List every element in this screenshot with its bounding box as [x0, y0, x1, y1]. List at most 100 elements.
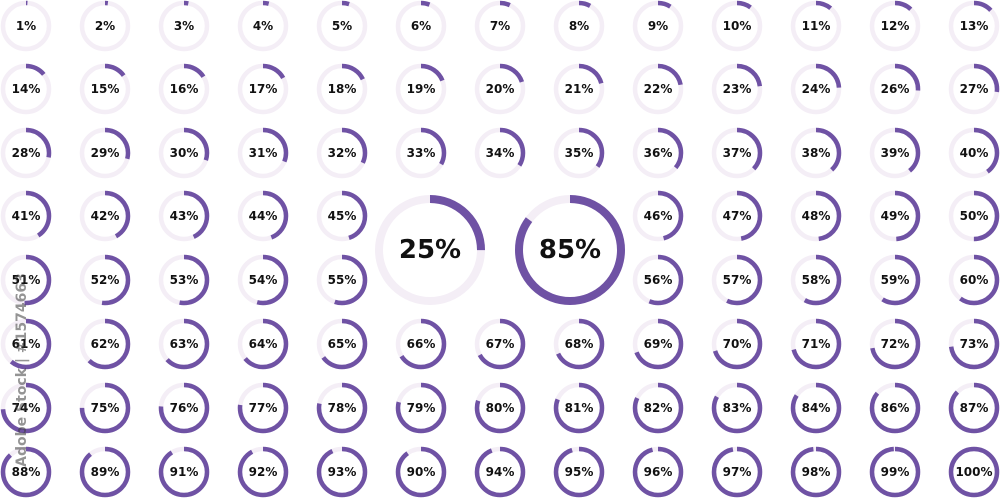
ring-label: 61% — [12, 337, 41, 351]
ring-progress-arc — [948, 190, 1000, 242]
ring-label: 38% — [802, 146, 831, 160]
ring-progress-arc — [316, 0, 368, 52]
ring-label: 90% — [407, 465, 436, 479]
ring-label: 85% — [539, 235, 601, 265]
ring-label: 71% — [802, 337, 831, 351]
ring-progress-arc — [79, 254, 131, 306]
progress-ring-44: 44% — [237, 190, 289, 242]
ring-progress-arc — [948, 63, 1000, 115]
progress-ring-83: 83% — [711, 382, 763, 434]
ring-label: 40% — [960, 146, 989, 160]
ring-progress-arc — [711, 318, 763, 370]
progress-ring-91: 91% — [158, 446, 210, 498]
progress-ring-49: 49% — [869, 190, 921, 242]
progress-ring-16: 16% — [158, 63, 210, 115]
ring-progress-arc — [948, 318, 1000, 370]
progress-ring-93: 93% — [316, 446, 368, 498]
ring-progress-arc — [711, 254, 763, 306]
ring-label: 72% — [881, 337, 910, 351]
ring-label: 23% — [723, 82, 752, 96]
ring-progress-arc — [158, 190, 210, 242]
ring-label: 75% — [91, 401, 120, 415]
progress-ring-55: 55% — [316, 254, 368, 306]
progress-ring-63: 63% — [158, 318, 210, 370]
ring-label: 83% — [723, 401, 752, 415]
ring-progress-arc — [869, 254, 921, 306]
progress-ring-6: 6% — [395, 0, 447, 52]
progress-ring-84: 84% — [790, 382, 842, 434]
ring-label: 89% — [91, 465, 120, 479]
ring-label: 74% — [12, 401, 41, 415]
ring-label: 93% — [328, 465, 357, 479]
ring-progress-arc — [237, 382, 289, 434]
progress-ring-53: 53% — [158, 254, 210, 306]
ring-label: 99% — [881, 465, 910, 479]
ring-label: 81% — [565, 401, 594, 415]
ring-progress-arc — [632, 254, 684, 306]
ring-progress-arc — [79, 190, 131, 242]
progress-ring-33: 33% — [395, 127, 447, 179]
progress-ring-79: 79% — [395, 382, 447, 434]
progress-ring-38: 38% — [790, 127, 842, 179]
ring-progress-arc — [158, 0, 210, 52]
ring-label: 49% — [881, 209, 910, 223]
ring-progress-arc — [632, 63, 684, 115]
ring-progress-arc — [237, 0, 289, 52]
progress-ring-81: 81% — [553, 382, 605, 434]
ring-label: 44% — [249, 209, 278, 223]
progress-ring-52: 52% — [79, 254, 131, 306]
ring-label: 28% — [12, 146, 41, 160]
progress-ring-14: 14% — [0, 63, 52, 115]
progress-ring-72: 72% — [869, 318, 921, 370]
ring-label: 33% — [407, 146, 436, 160]
progress-ring-13: 13% — [948, 0, 1000, 52]
progress-ring-45: 45% — [316, 190, 368, 242]
ring-progress-arc — [79, 382, 131, 434]
progress-ring-90: 90% — [395, 446, 447, 498]
progress-ring-88: 88% — [0, 446, 52, 498]
ring-progress-arc — [158, 63, 210, 115]
ring-label: 58% — [802, 273, 831, 287]
ring-progress-arc — [632, 190, 684, 242]
ring-label: 76% — [170, 401, 199, 415]
ring-label: 42% — [91, 209, 120, 223]
ring-label: 16% — [170, 82, 199, 96]
ring-progress-arc — [395, 318, 447, 370]
ring-label: 84% — [802, 401, 831, 415]
ring-label: 48% — [802, 209, 831, 223]
ring-label: 67% — [486, 337, 515, 351]
progress-ring-64: 64% — [237, 318, 289, 370]
ring-progress-arc — [869, 318, 921, 370]
ring-progress-arc — [237, 254, 289, 306]
progress-ring-94: 94% — [474, 446, 526, 498]
ring-label: 19% — [407, 82, 436, 96]
ring-label: 66% — [407, 337, 436, 351]
ring-label: 100% — [955, 465, 992, 479]
progress-ring-80: 80% — [474, 382, 526, 434]
ring-label: 22% — [644, 82, 673, 96]
ring-progress-arc — [790, 382, 842, 434]
ring-progress-arc — [790, 0, 842, 52]
ring-label: 65% — [328, 337, 357, 351]
ring-progress-arc — [395, 382, 447, 434]
ring-progress-arc — [632, 318, 684, 370]
ring-label: 68% — [565, 337, 594, 351]
ring-label: 57% — [723, 273, 752, 287]
ring-label: 78% — [328, 401, 357, 415]
progress-ring-5: 5% — [316, 0, 368, 52]
progress-ring-15: 15% — [79, 63, 131, 115]
ring-label: 12% — [881, 19, 910, 33]
ring-progress-arc — [0, 446, 52, 498]
ring-progress-arc — [395, 127, 447, 179]
ring-progress-arc — [553, 127, 605, 179]
ring-progress-arc — [316, 446, 368, 498]
ring-progress-arc — [316, 382, 368, 434]
ring-progress-arc — [79, 63, 131, 115]
ring-label: 88% — [12, 465, 41, 479]
ring-label: 4% — [253, 19, 273, 33]
progress-ring-95: 95% — [553, 446, 605, 498]
progress-ring-41: 41% — [0, 190, 52, 242]
ring-label: 29% — [91, 146, 120, 160]
ring-label: 15% — [91, 82, 120, 96]
progress-ring-78: 78% — [316, 382, 368, 434]
